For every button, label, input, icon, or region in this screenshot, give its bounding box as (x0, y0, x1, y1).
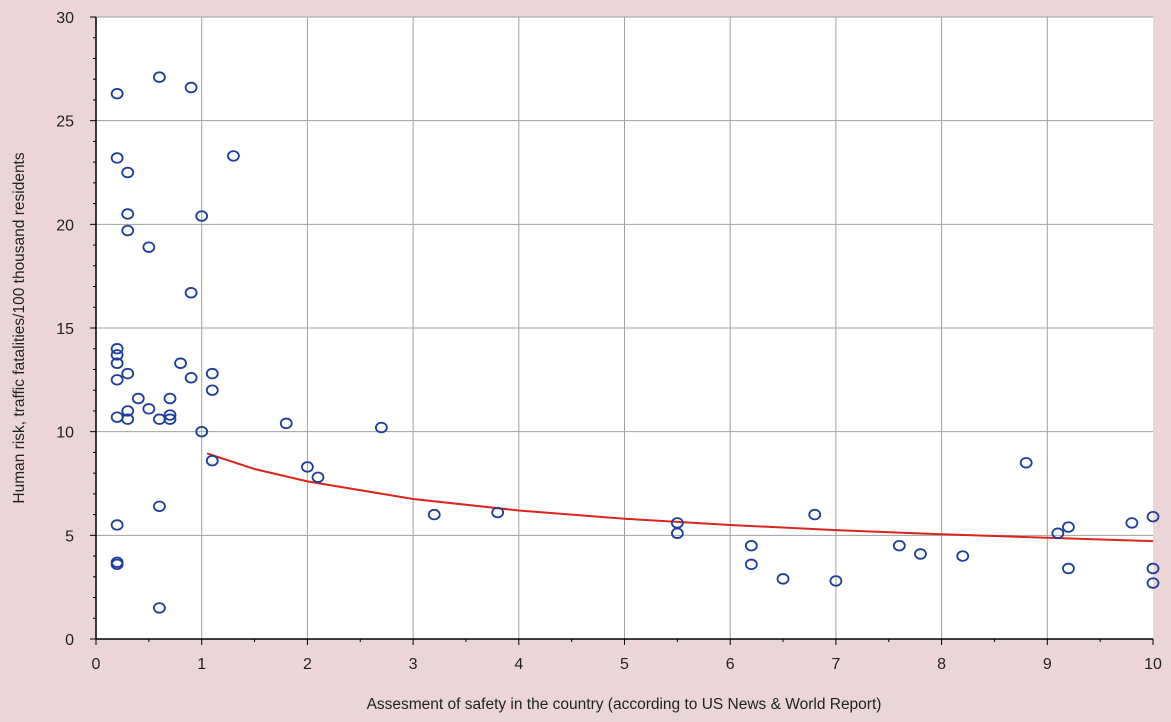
y-tick-label: 30 (56, 10, 74, 27)
data-point (121, 208, 135, 220)
data-point (110, 374, 124, 386)
data-point (1019, 457, 1033, 469)
trend-line (206, 452, 1154, 543)
y-tick-label: 10 (56, 425, 74, 442)
data-point (131, 392, 145, 405)
data-point (184, 81, 198, 94)
data-point (110, 343, 124, 355)
data-point (205, 454, 219, 467)
data-point (121, 413, 135, 425)
data-point (829, 575, 843, 587)
data-point (892, 540, 906, 552)
y-axis-title: Human risk, traffic fatalities/100 thous… (11, 152, 28, 503)
data-point (153, 602, 166, 614)
data-point (121, 166, 135, 179)
x-tick-label: 8 (937, 656, 946, 673)
data-point (205, 384, 219, 396)
data-point (914, 548, 927, 560)
data-point (121, 224, 135, 237)
x-tick-label: 2 (303, 656, 312, 673)
data-point (311, 471, 325, 483)
x-tick-label: 7 (831, 656, 840, 673)
data-point (427, 508, 441, 521)
y-tick-label: 0 (65, 632, 74, 649)
data-point (142, 403, 156, 415)
data-point (110, 88, 124, 100)
y-tick-label: 25 (56, 114, 74, 131)
data-point (121, 367, 135, 380)
data-point (808, 508, 822, 521)
data-point (110, 349, 124, 361)
data-point (153, 71, 166, 83)
x-tick-label: 6 (726, 656, 735, 673)
x-tick-label: 5 (620, 656, 629, 673)
data-points (110, 71, 1160, 614)
data-point (163, 409, 177, 421)
data-point (1062, 562, 1075, 575)
data-point (110, 519, 124, 531)
data-point (153, 500, 166, 513)
data-point (110, 357, 124, 369)
x-axis-title: Assesment of safety in the country (acco… (367, 696, 882, 713)
x-tick-label: 3 (409, 656, 418, 673)
data-point (110, 558, 124, 571)
data-point (1146, 510, 1160, 523)
y-tick-label: 15 (56, 321, 74, 338)
x-tick-labels: 0 1 2 3 4 5 6 7 8 9 10 (92, 656, 1162, 673)
data-point (279, 417, 293, 430)
data-point (142, 241, 156, 253)
data-point (174, 357, 187, 369)
trend-line-layer (206, 452, 1154, 543)
data-point (1051, 527, 1065, 539)
data-point (1146, 562, 1160, 575)
data-point (744, 540, 758, 552)
data-point (195, 425, 209, 438)
data-point (776, 573, 790, 585)
data-point (1062, 521, 1075, 533)
x-tick-label: 9 (1043, 656, 1052, 673)
data-point (195, 210, 209, 222)
data-point (491, 506, 505, 519)
x-tick-label: 4 (514, 656, 523, 673)
data-point (670, 527, 684, 539)
data-point (163, 413, 177, 425)
data-point (227, 150, 240, 162)
axes (90, 16, 1154, 645)
data-point (956, 550, 970, 562)
data-point (163, 392, 177, 405)
y-tick-label: 20 (56, 217, 74, 234)
data-point (205, 367, 219, 380)
x-tick-label: 1 (197, 656, 206, 673)
data-point (1125, 517, 1139, 529)
data-point (184, 287, 198, 299)
y-tick-label: 5 (65, 528, 74, 545)
x-tick-label: 0 (92, 656, 101, 673)
x-tick-label: 10 (1144, 656, 1162, 673)
y-tick-labels: 0 5 10 15 20 25 30 (56, 10, 74, 649)
data-point (374, 421, 388, 434)
data-point (1146, 577, 1160, 589)
data-point (300, 461, 314, 473)
data-point (121, 405, 135, 417)
data-point (184, 372, 198, 384)
data-point (110, 152, 124, 164)
data-point (744, 558, 758, 571)
